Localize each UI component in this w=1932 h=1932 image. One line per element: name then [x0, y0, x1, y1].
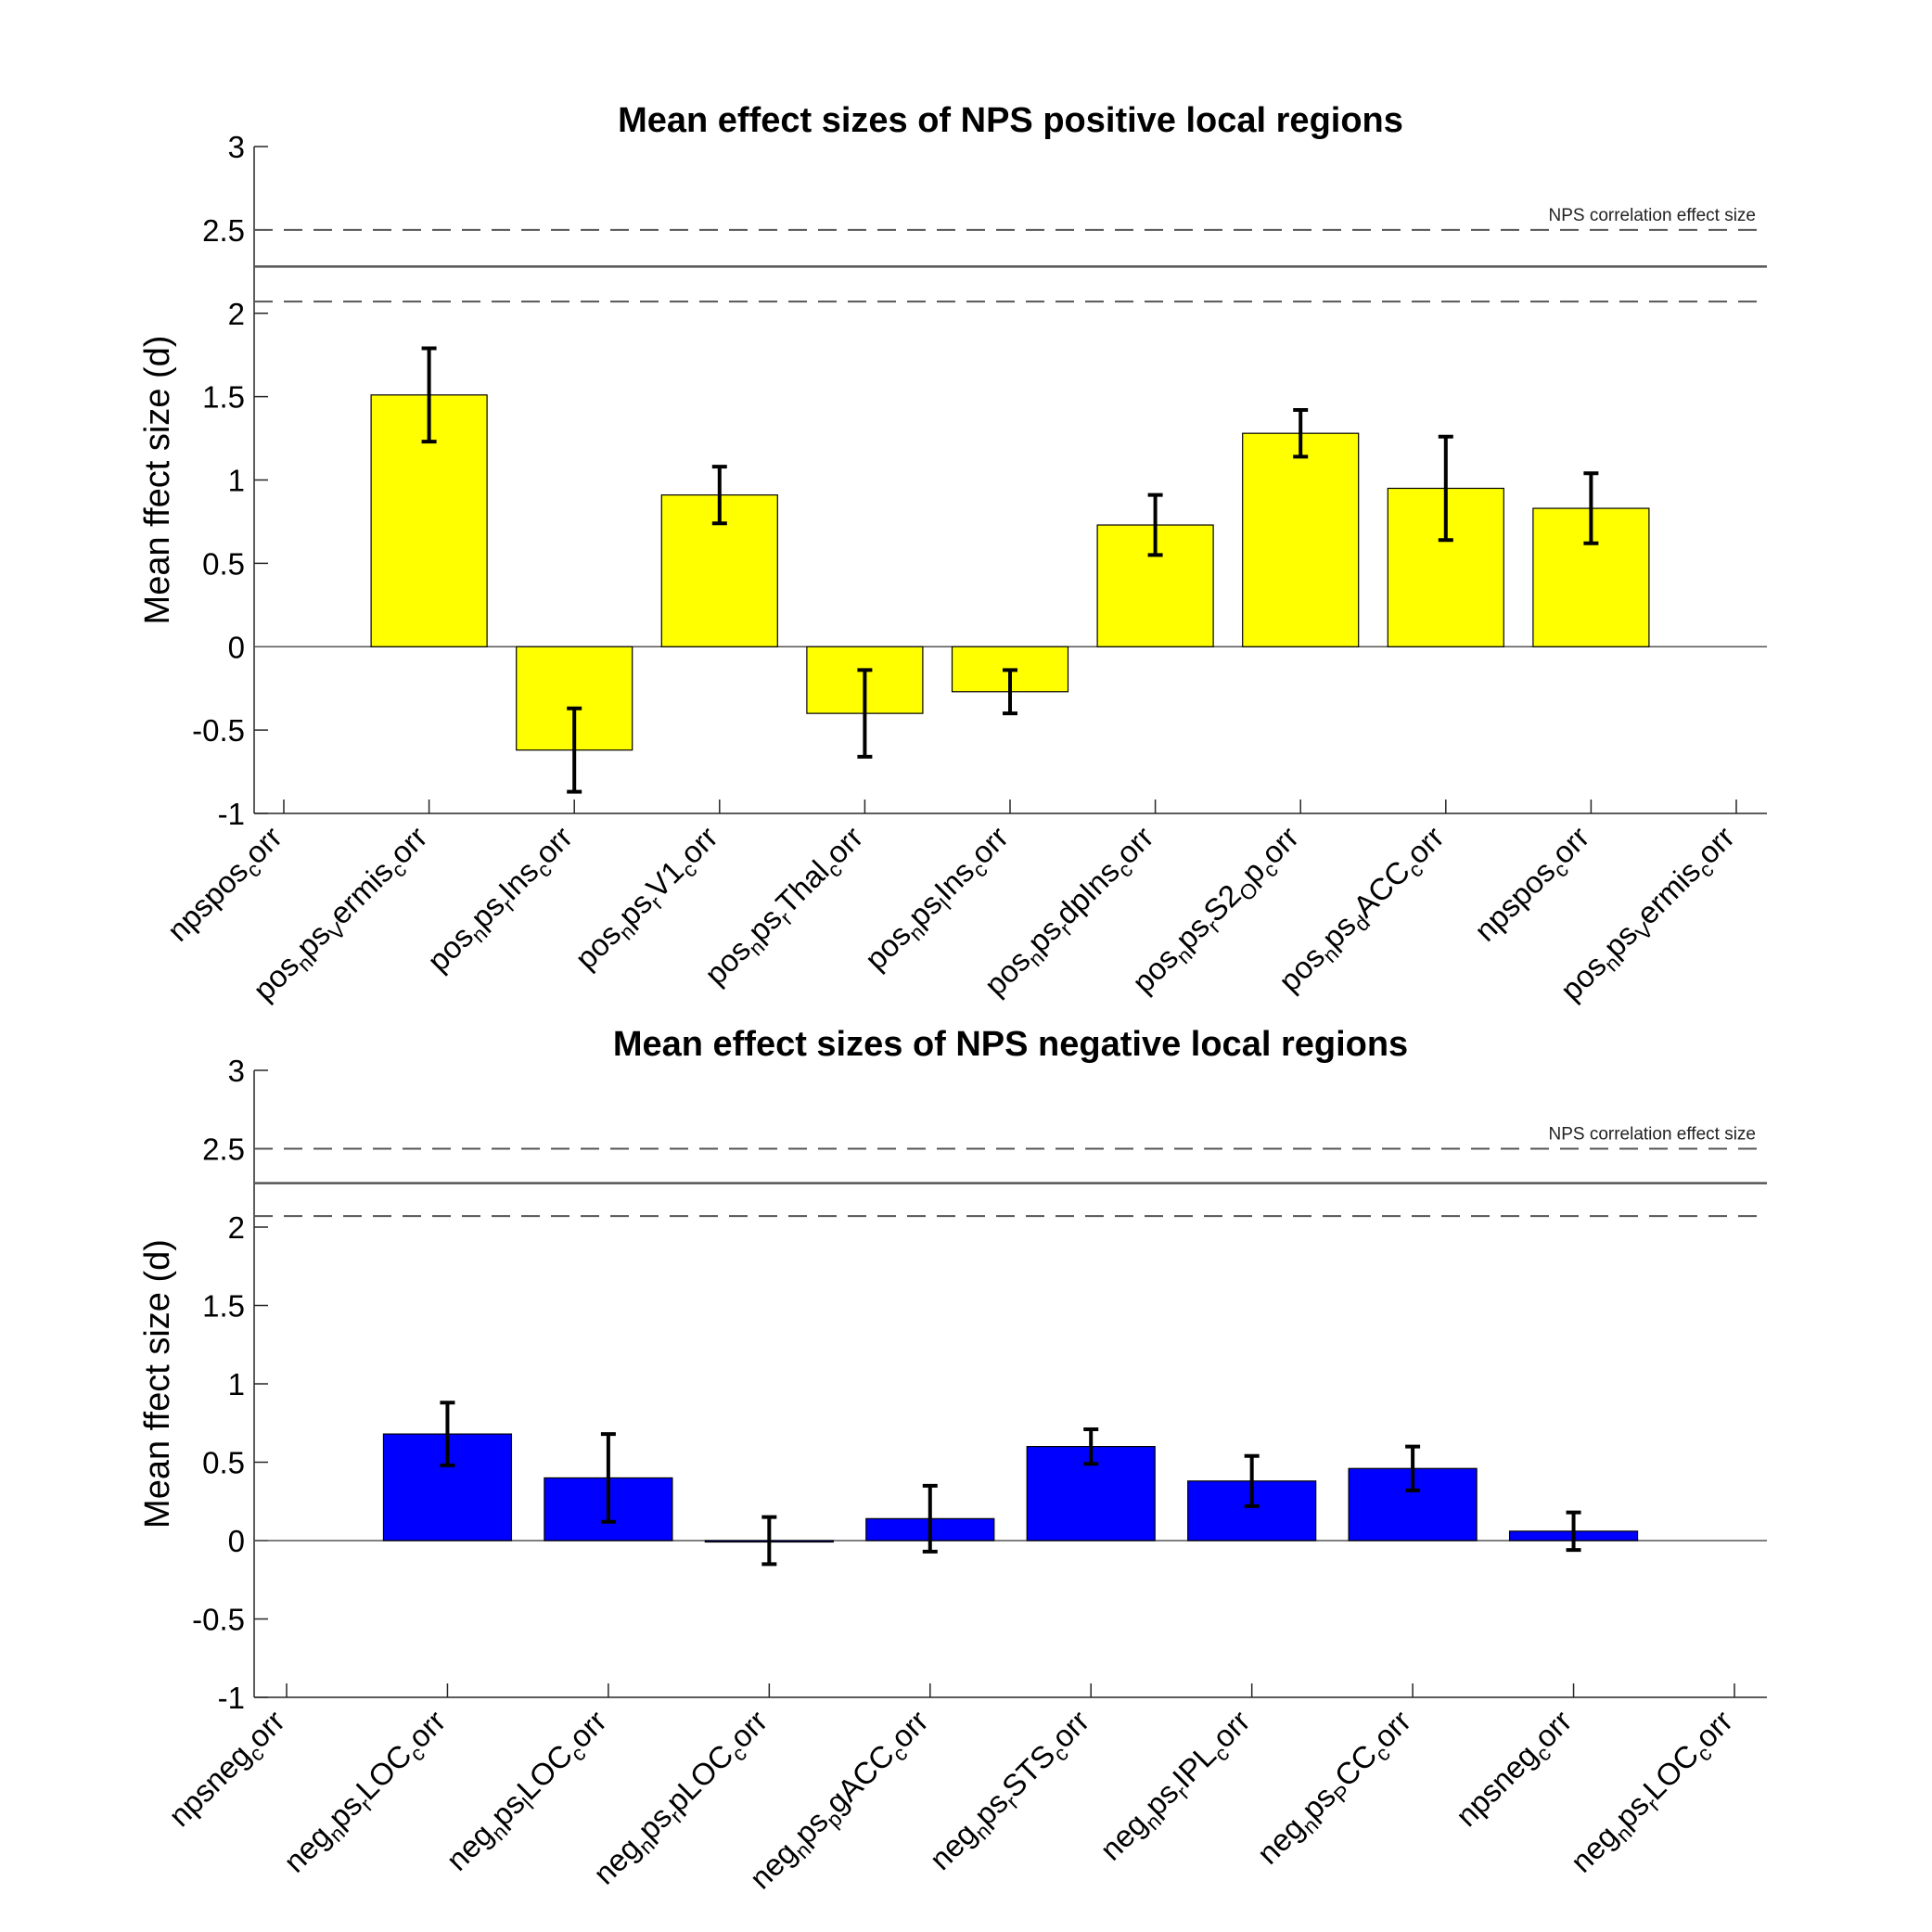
y-axis-label: Mean ffect size (d): [138, 1239, 177, 1529]
y-tick-label: 3: [228, 130, 245, 164]
x-tick-label: npsposcorr: [160, 820, 292, 952]
x-tick-label: negnpspgACCcorr: [743, 1704, 939, 1900]
x-tick-label: npsposcorr: [1467, 820, 1599, 952]
x-tick-label: negnpsrSTScorr: [923, 1704, 1100, 1881]
bar: [1242, 432, 1360, 647]
y-tick-label: 3: [228, 1054, 245, 1088]
y-tick-label: 0.5: [202, 546, 245, 581]
y-tick-label: 2.5: [202, 213, 245, 248]
x-tick-label-part: npsneg: [1449, 1737, 1544, 1833]
chart-title: Mean effect sizes of NPS positive local …: [618, 101, 1403, 140]
y-axis-label: Mean ffect size (d): [138, 336, 177, 625]
y-tick-label: 1.5: [202, 1289, 245, 1324]
y-tick-label: 2: [228, 297, 245, 331]
x-tick-label: negnpsrIPLcorr: [1094, 1704, 1260, 1871]
y-tick-label: 1: [228, 1367, 245, 1401]
y-tick-label: 2.5: [202, 1132, 245, 1167]
y-tick-label: 2: [228, 1210, 245, 1245]
x-tick-label: npsnegcorr: [162, 1704, 296, 1837]
y-tick-label: 0: [228, 630, 245, 664]
reference-label: NPS correlation effect size: [1548, 206, 1756, 225]
x-tick-label-part: npsneg: [162, 1737, 258, 1833]
x-tick-label: posnpslInscorr: [858, 820, 1018, 980]
x-tick-label: posnpsrV1corr: [569, 820, 728, 979]
x-tick-label: negnpsrLOCcorr: [1564, 1704, 1743, 1883]
reference-label: NPS correlation effect size: [1548, 1125, 1756, 1145]
x-tick-label: negnpslLOCcorr: [440, 1704, 617, 1881]
x-tick-label: negnpsrLOCcorr: [277, 1704, 456, 1883]
x-tick-label: posnpsrInscorr: [420, 820, 582, 982]
positive-regions-panel: Mean effect sizes of NPS positive local …: [138, 101, 1767, 1007]
y-tick-label: -1: [218, 797, 245, 831]
x-tick-label-part: npspos: [1467, 853, 1561, 947]
x-tick-label: negnpsPCCcorr: [1250, 1704, 1421, 1874]
y-tick-label: 1: [228, 464, 245, 498]
y-tick-label: 0: [228, 1524, 245, 1558]
x-tick-label: posnpsrThalcorr: [697, 820, 873, 995]
x-tick-label-part: npspos: [160, 853, 254, 947]
y-tick-label: -0.5: [192, 1603, 245, 1637]
y-tick-label: 0.5: [202, 1446, 245, 1480]
chart-title: Mean effect sizes of NPS negative local …: [613, 1025, 1408, 1064]
negative-regions-panel: Mean effect sizes of NPS negative local …: [138, 1025, 1767, 1900]
y-tick-label: -1: [218, 1681, 245, 1715]
y-tick-label: 1.5: [202, 380, 245, 415]
x-tick-label: npsnegcorr: [1449, 1704, 1582, 1837]
y-tick-label: -0.5: [192, 713, 245, 748]
